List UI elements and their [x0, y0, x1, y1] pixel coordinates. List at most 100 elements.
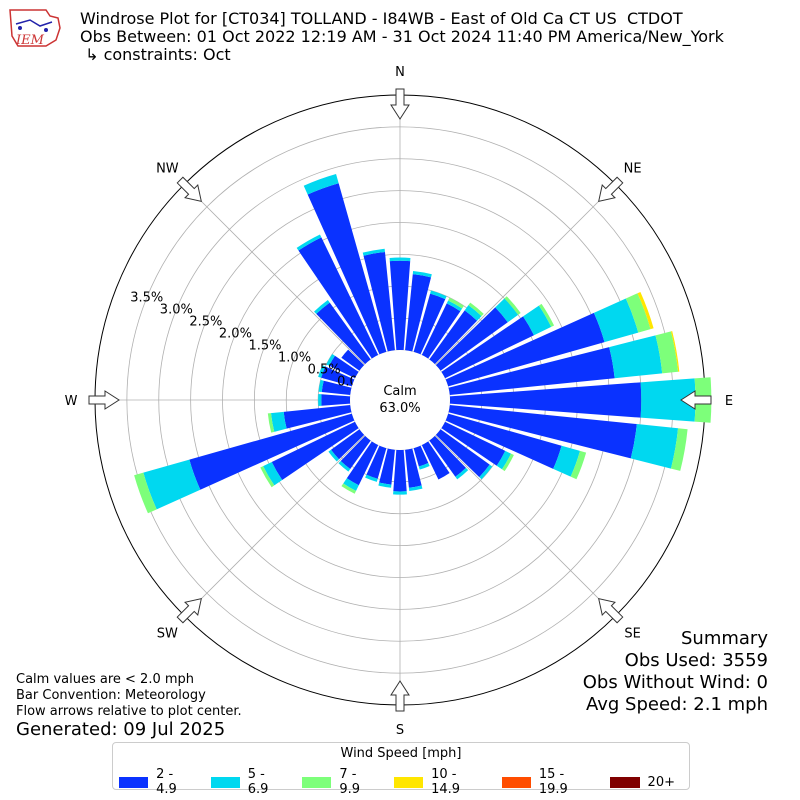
- bar-segment: [329, 355, 359, 379]
- bar-segment: [501, 453, 514, 472]
- compass-arrows: [88, 88, 712, 712]
- radial-tick-label: 1.0%: [278, 350, 311, 365]
- windrose-bars: [134, 173, 712, 514]
- compass-arrow: [176, 176, 202, 202]
- summary-obs-without-wind: Obs Without Wind: 0: [582, 672, 768, 693]
- bar-segment: [318, 394, 322, 406]
- summary-title: Summary: [681, 628, 768, 649]
- bar-segment: [331, 429, 365, 460]
- bar-segment: [321, 380, 352, 395]
- title-line-1: Windrose Plot for [CT034] TOLLAND - I84W…: [80, 9, 683, 28]
- bar-segment: [271, 421, 359, 481]
- bar-segment: [363, 251, 395, 352]
- bar-segment: [314, 299, 330, 314]
- compass-arrow: [680, 390, 712, 410]
- note-arrows: Flow arrows relative to plot center.: [16, 704, 242, 719]
- bar-segment: [134, 472, 157, 514]
- bar-segment: [496, 450, 512, 470]
- bar-segment: [446, 300, 463, 312]
- legend-item: 7 - 9.9: [302, 767, 380, 797]
- bar-segment: [441, 421, 506, 466]
- bar-segment: [421, 441, 450, 480]
- bar-segment: [393, 491, 407, 495]
- bar-segment: [412, 270, 432, 278]
- generated-date: Generated: 09 Jul 2025: [16, 719, 226, 740]
- note-convention: Bar Convention: Meteorology: [16, 688, 206, 703]
- bar-segment: [318, 379, 324, 393]
- bar-segment: [448, 347, 615, 395]
- legend-label: 7 - 9.9: [339, 767, 361, 797]
- bar-segment: [523, 305, 552, 336]
- bar-segment: [449, 382, 642, 418]
- grid-spoke: [399, 184, 616, 401]
- radial-tick-label: 1.5%: [248, 338, 281, 353]
- compass-label-nw: NW: [156, 161, 179, 176]
- bar-segment: [445, 312, 605, 387]
- bar-segment: [341, 483, 357, 494]
- bar-segment: [341, 349, 365, 371]
- legend-items: 2 - 4.9 5 - 6.9 7 - 9.9 10 - 14.9 15 - 19.9 2…: [119, 767, 689, 797]
- bar-segment: [553, 445, 580, 477]
- radial-tick-labels: 0.0%0.5%1.0%1.5%2.0%2.5%3.0%3.5%: [130, 291, 370, 390]
- bar-segment: [307, 183, 387, 355]
- legend-item: 15 - 19.9: [501, 767, 596, 797]
- legend-item: 20+: [609, 767, 675, 797]
- bar-segment: [430, 290, 447, 300]
- bar-segment: [408, 485, 423, 491]
- legend-swatch: [394, 776, 424, 788]
- compass-label-w: W: [65, 394, 78, 409]
- compass-arrow: [598, 176, 624, 202]
- bar-segment: [270, 411, 287, 432]
- bar-segment: [538, 303, 555, 327]
- bar-segment: [365, 474, 378, 482]
- bar-segment: [441, 316, 534, 379]
- legend-item: 10 - 14.9: [394, 767, 488, 797]
- bar-segment: [405, 448, 422, 488]
- bar-segment: [283, 405, 352, 429]
- grid-spoke: [184, 399, 401, 616]
- radial-tick-label: 3.0%: [160, 303, 193, 318]
- calm-value: 63.0%: [379, 401, 420, 416]
- note-calm: Calm values are < 2.0 mph: [16, 672, 195, 687]
- bar-segment: [328, 449, 340, 462]
- bar-segment: [421, 303, 461, 359]
- radial-tick-label: 2.0%: [219, 327, 252, 342]
- summary-block: Summary Obs Used: 3559 Obs Without Wind:…: [583, 628, 768, 716]
- summary-avg-speed: Avg Speed: 2.1 mph: [586, 694, 768, 715]
- legend: Wind Speed [mph] 2 - 4.9 5 - 6.9 7 - 9.9 10…: [112, 742, 690, 797]
- bar-segment: [640, 378, 696, 422]
- bar-segment: [338, 460, 351, 472]
- bar-segment: [346, 441, 379, 486]
- calm-circle: [350, 350, 450, 450]
- bar-segment: [143, 459, 201, 510]
- bar-segment: [340, 435, 371, 469]
- radial-tick-label: 3.5%: [130, 291, 163, 306]
- chart-title: Windrose Plot for [CT034] TOLLAND - I84W…: [80, 10, 724, 64]
- compass-labels: N NE E SE S SW W NW: [65, 65, 734, 738]
- bar-segment: [321, 366, 355, 387]
- bar-segment: [435, 307, 508, 371]
- bar-segment: [504, 296, 521, 315]
- bar-segment: [448, 405, 637, 459]
- bar-segment: [379, 448, 395, 485]
- bar-segment: [637, 291, 654, 330]
- bar-segment: [429, 310, 478, 365]
- summary-obs-used: Obs Used: 3559: [624, 650, 768, 671]
- bar-segment: [630, 424, 679, 469]
- bar-segment: [593, 298, 639, 343]
- legend-swatch: [302, 776, 332, 788]
- bar-segment: [260, 466, 275, 488]
- compass-arrow: [390, 680, 410, 712]
- bar-segment: [464, 305, 482, 321]
- bar-segment: [429, 435, 466, 477]
- bar-segment: [570, 450, 587, 480]
- bar-segment: [343, 478, 359, 491]
- bar-segment: [389, 260, 411, 351]
- compass-arrow: [390, 88, 410, 120]
- bar-segment: [418, 463, 430, 470]
- bar-segment: [267, 413, 275, 433]
- bar-segment: [316, 302, 371, 365]
- compass-label-sw: SW: [157, 627, 178, 642]
- bar-segment: [303, 173, 339, 195]
